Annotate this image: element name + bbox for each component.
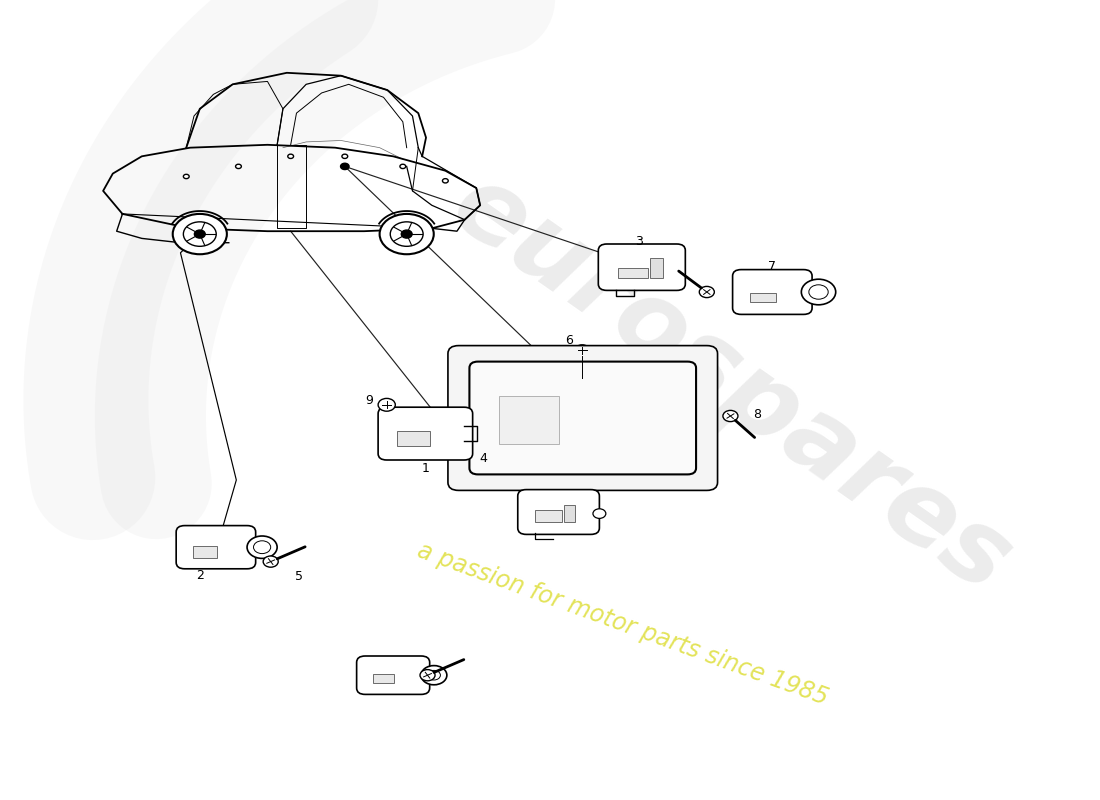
Bar — [618, 268, 648, 278]
FancyBboxPatch shape — [733, 270, 812, 314]
FancyBboxPatch shape — [378, 407, 473, 460]
FancyBboxPatch shape — [470, 362, 696, 474]
Circle shape — [400, 164, 406, 169]
Circle shape — [593, 509, 606, 518]
FancyBboxPatch shape — [518, 490, 600, 534]
Bar — [564, 505, 574, 522]
Circle shape — [341, 163, 349, 170]
Bar — [194, 546, 217, 558]
Circle shape — [235, 164, 241, 169]
Text: eurospares: eurospares — [432, 154, 1030, 614]
Circle shape — [700, 286, 714, 298]
Text: 9: 9 — [365, 394, 374, 406]
Circle shape — [342, 154, 348, 158]
Text: a passion for motor parts since 1985: a passion for motor parts since 1985 — [415, 538, 832, 710]
Circle shape — [420, 670, 434, 681]
Circle shape — [379, 214, 433, 254]
Text: 3: 3 — [635, 235, 643, 248]
Text: 4: 4 — [480, 452, 487, 465]
Bar — [397, 431, 430, 446]
Circle shape — [378, 398, 395, 411]
FancyBboxPatch shape — [356, 656, 430, 694]
Text: 7: 7 — [768, 260, 777, 273]
Circle shape — [263, 556, 278, 567]
Circle shape — [402, 230, 412, 238]
Circle shape — [574, 345, 590, 356]
Bar — [535, 510, 562, 522]
Circle shape — [173, 214, 227, 254]
Circle shape — [723, 410, 738, 422]
Text: 8: 8 — [754, 408, 761, 421]
FancyBboxPatch shape — [448, 346, 717, 490]
Circle shape — [442, 178, 449, 183]
Circle shape — [248, 536, 277, 558]
Bar — [750, 293, 776, 302]
Circle shape — [421, 666, 447, 685]
Text: 6: 6 — [565, 334, 573, 346]
Circle shape — [801, 279, 836, 305]
FancyBboxPatch shape — [176, 526, 255, 569]
Bar — [499, 396, 559, 444]
FancyBboxPatch shape — [598, 244, 685, 290]
Circle shape — [288, 154, 294, 158]
Circle shape — [184, 174, 189, 178]
Bar — [650, 258, 663, 278]
Bar — [373, 674, 394, 683]
Text: 5: 5 — [295, 570, 302, 582]
Text: 2: 2 — [196, 569, 204, 582]
Circle shape — [195, 230, 206, 238]
Circle shape — [379, 399, 394, 410]
Text: 1: 1 — [421, 462, 429, 474]
